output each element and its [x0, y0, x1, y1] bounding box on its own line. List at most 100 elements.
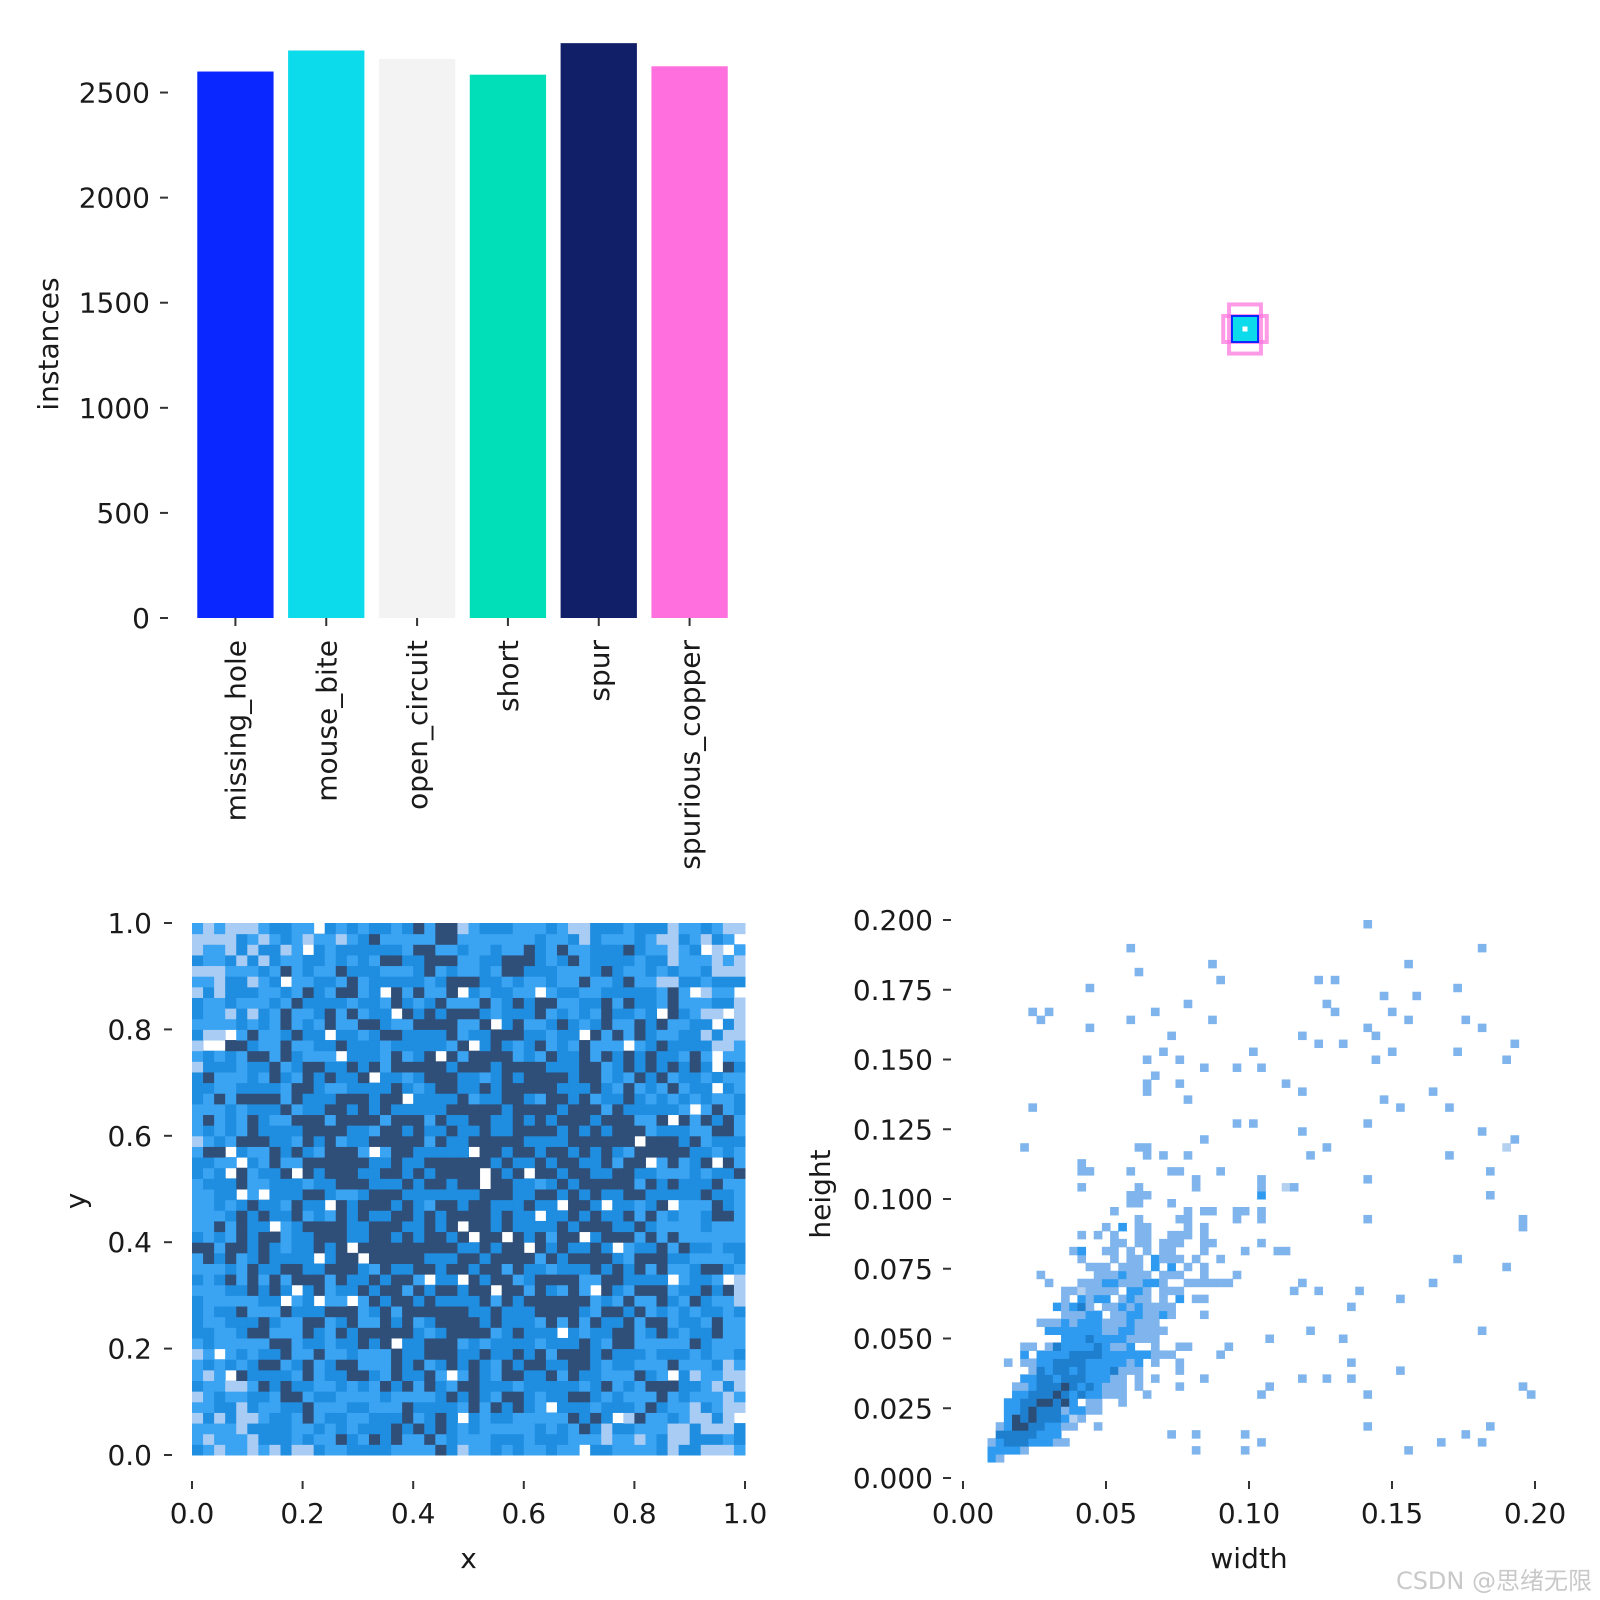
heatmap-cell: [667, 933, 680, 945]
heatmap-cell: [1330, 1007, 1340, 1017]
heatmap-cell: [678, 1167, 691, 1179]
heatmap-cell: [247, 1220, 259, 1233]
heatmap-cell: [700, 1146, 713, 1158]
heatmap-cell: [545, 965, 558, 977]
heatmap-cell: [656, 1040, 669, 1052]
heatmap-cell: [689, 1157, 702, 1169]
heatmap-cell: [236, 986, 248, 998]
heatmap-cell: [556, 1220, 569, 1233]
heatmap-cell: [656, 1103, 669, 1116]
bar-mouse-bite: [288, 50, 365, 618]
heatmap-cell: [291, 1231, 304, 1243]
heatmap-cell: [711, 1401, 724, 1413]
heatmap-cell: [590, 1125, 602, 1137]
heatmap-cell: [335, 1369, 348, 1382]
heatmap-cell: [590, 1306, 602, 1318]
heatmap-cell: [579, 1423, 591, 1435]
heatmap-cell: [324, 944, 337, 956]
heatmap-cell: [623, 1391, 635, 1403]
heatmap-cell: [324, 1040, 337, 1052]
heatmap-cell: [479, 976, 492, 988]
heatmap-cell: [247, 1082, 259, 1094]
heatmap-cell: [534, 1401, 547, 1413]
heatmap-cell: [380, 1146, 392, 1158]
heatmap-cell: [568, 1348, 580, 1360]
heatmap-cell: [545, 933, 558, 945]
heatmap-cell: [656, 1135, 669, 1147]
heatmap-cell: [556, 1306, 569, 1318]
heatmap-cell: [733, 923, 746, 935]
heatmap-cell: [645, 944, 658, 956]
heatmap-cell: [711, 1210, 724, 1222]
heatmap-cell: [656, 1189, 669, 1201]
heatmap-cell: [612, 1444, 624, 1456]
heatmap-cell: [700, 1114, 713, 1126]
heatmap-cell: [722, 1380, 735, 1392]
heatmap-cell: [457, 1295, 469, 1307]
heatmap-cell: [424, 1071, 436, 1084]
heatmap-cell: [612, 1125, 624, 1137]
heatmap-cell: [700, 1327, 713, 1339]
heatmap-cell: [247, 1178, 259, 1190]
heatmap-cell: [623, 933, 635, 945]
heatmap-cell: [700, 1263, 713, 1275]
heatmap-cell: [479, 1348, 492, 1360]
heatmap-cell: [689, 1327, 702, 1339]
heatmap-cell: [556, 1061, 569, 1073]
heatmap-cell: [490, 1242, 503, 1254]
heatmap-cell: [612, 976, 624, 988]
heatmap-cell: [192, 1093, 204, 1105]
heatmap-cell: [568, 1274, 580, 1286]
heatmap-cell: [568, 1040, 580, 1052]
heatmap-cell: [1036, 1438, 1046, 1447]
heatmap-cell: [291, 986, 304, 998]
heatmap-cell: [545, 1423, 558, 1435]
heatmap-cell: [490, 1327, 503, 1339]
heatmap-cell: [1142, 1350, 1152, 1359]
heatmap-cell: [258, 1103, 270, 1116]
heatmap-cell: [1347, 1374, 1356, 1383]
heatmap-cell: [667, 1093, 680, 1105]
heatmap-cell: [711, 1274, 724, 1286]
heatmap-cell: [568, 1391, 580, 1403]
heatmap-cell: [590, 1050, 602, 1062]
heatmap-cell: [225, 1157, 237, 1169]
heatmap-cell: [490, 986, 503, 998]
heatmap-cell: [192, 1231, 204, 1243]
heatmap-cell: [656, 1125, 669, 1137]
heatmap-cell: [634, 1199, 646, 1211]
heatmap-cell: [645, 1412, 658, 1424]
heatmap-cell: [1118, 1294, 1127, 1304]
heatmap-cell: [523, 1231, 536, 1243]
heatmap-cell: [523, 1380, 536, 1392]
heatmap-cell: [689, 1369, 702, 1382]
heatmap-cell: [291, 1295, 304, 1307]
heatmap-cell: [357, 1210, 370, 1222]
heatmap-cell: [391, 1167, 403, 1179]
heatmap-cell: [601, 1050, 613, 1062]
heatmap-cell: [512, 1167, 525, 1179]
heatmap-cell: [667, 1348, 680, 1360]
heatmap-cell: [302, 1412, 315, 1424]
heatmap-cell: [1044, 1350, 1054, 1359]
heatmap-cell: [1142, 1151, 1152, 1160]
heatmap-cell: [1281, 1183, 1291, 1192]
heatmap-cell: [545, 1252, 558, 1264]
heatmap-cell: [413, 944, 425, 956]
heatmap-cell: [645, 1433, 658, 1445]
heatmap-cell: [368, 1252, 381, 1264]
heatmap-cell: [247, 1093, 259, 1105]
heatmap-cell: [357, 997, 370, 1009]
heatmap-cell: [711, 1252, 724, 1264]
heatmap-cell: [733, 1444, 746, 1456]
heatmap-cell: [579, 1018, 591, 1030]
heatmap-cell: [1257, 1438, 1266, 1447]
heatmap-cell: [479, 1242, 492, 1254]
heatmap-cell: [568, 954, 580, 967]
heatmap-cell: [1150, 1310, 1160, 1320]
heatmap-cell: [1453, 1254, 1462, 1264]
heatmap-cell: [689, 1125, 702, 1137]
heatmap-cell: [590, 986, 602, 998]
heatmap-cell: [1110, 1230, 1119, 1240]
y-tick-label: 0.000: [853, 1462, 933, 1495]
